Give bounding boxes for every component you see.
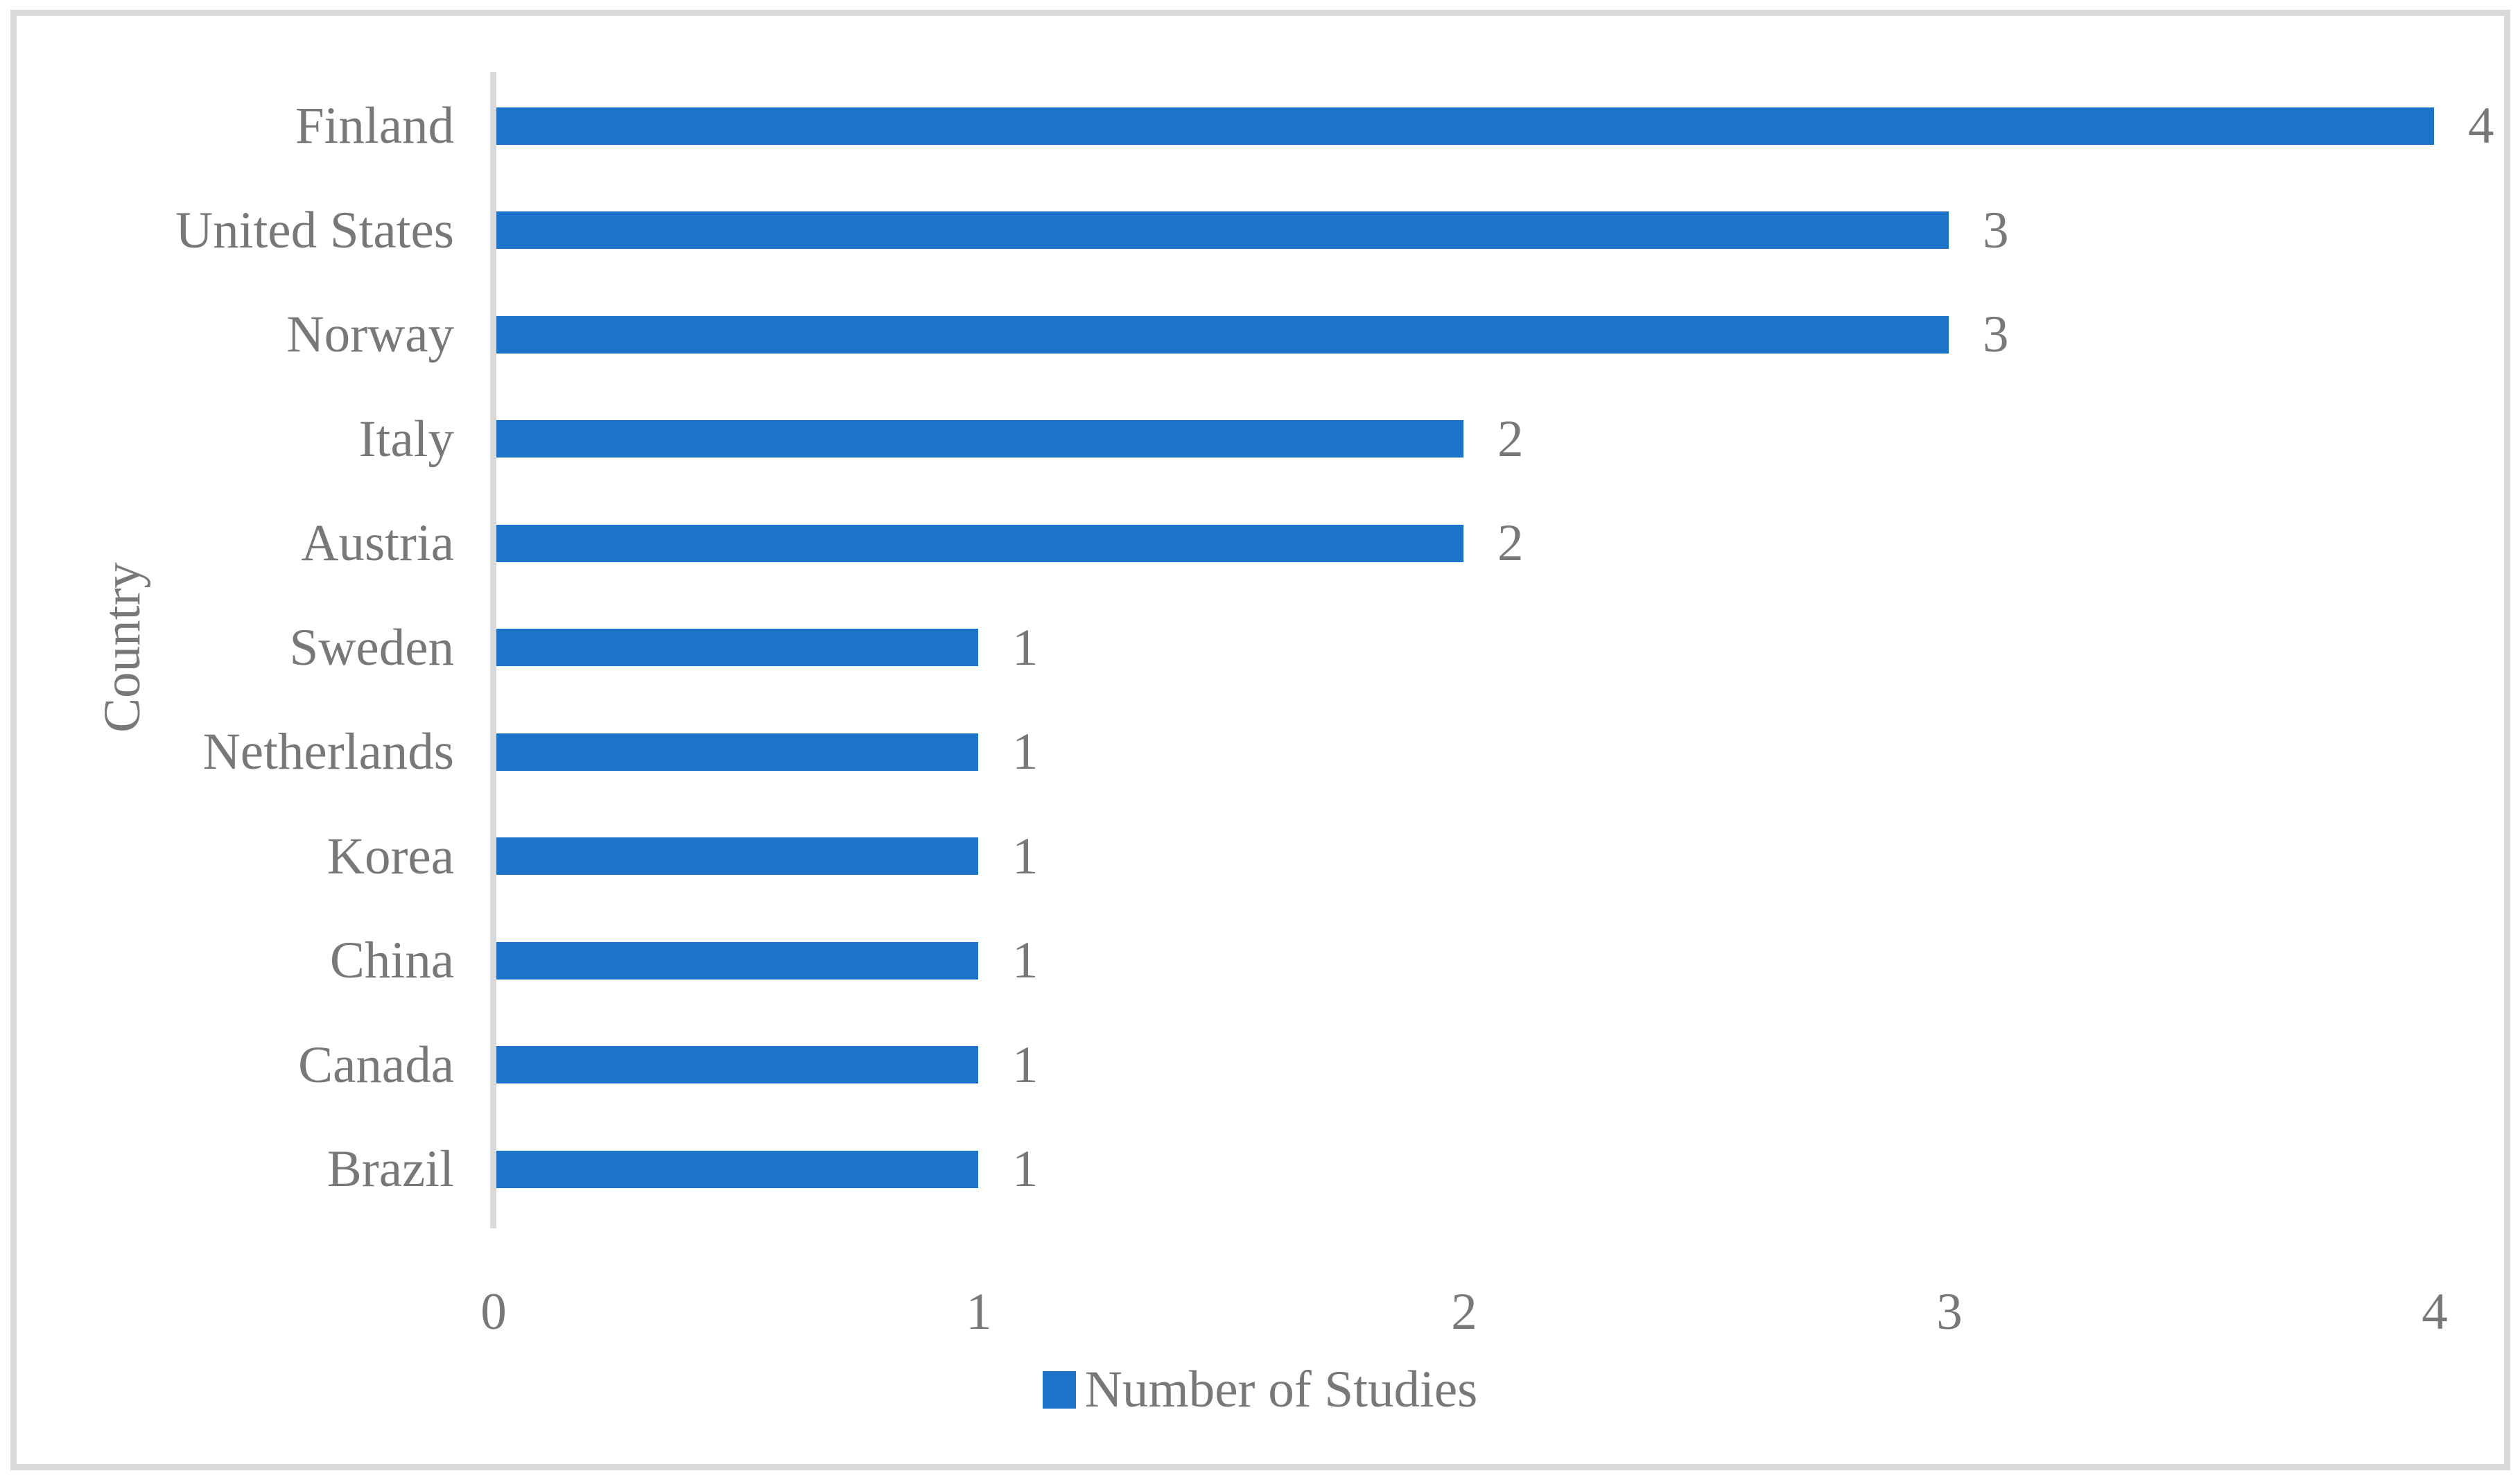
chart-frame: [10, 10, 2510, 1470]
category-label: Brazil: [327, 1140, 454, 1198]
bar-row: Netherlands 1: [0, 699, 2520, 804]
category-label: Korea: [327, 827, 454, 885]
bar-row: Korea 1: [0, 804, 2520, 909]
value-label: 4: [2468, 97, 2494, 155]
value-label: 2: [1497, 410, 1524, 468]
bar: [496, 107, 2434, 145]
bar-row: Canada 1: [0, 1013, 2520, 1117]
value-label: 3: [1983, 201, 2009, 259]
bar-row: Finland 4: [0, 73, 2520, 178]
category-label: China: [329, 932, 454, 989]
legend: Number of Studies: [0, 1360, 2520, 1420]
legend-marker-icon: [1042, 1371, 1076, 1409]
x-tick-label: 3: [1936, 1283, 1963, 1341]
legend-label: Number of Studies: [1084, 1361, 1478, 1418]
value-label: 1: [1012, 827, 1039, 885]
category-label: United States: [175, 201, 454, 259]
value-label: 1: [1012, 618, 1039, 677]
x-tick-label: 0: [480, 1283, 507, 1341]
y-axis-title: Country: [94, 562, 151, 733]
y-axis-line: [490, 72, 496, 1228]
value-label: 3: [1983, 306, 2009, 363]
bar-row: Brazil 1: [0, 1117, 2520, 1221]
x-tick-label: 2: [1451, 1283, 1477, 1341]
value-label: 1: [1012, 1140, 1039, 1198]
bar: [496, 420, 1463, 458]
x-tick-label: 4: [2422, 1283, 2448, 1341]
bar: [496, 315, 1949, 354]
bar-row: Italy 2: [0, 387, 2520, 491]
value-label: 1: [1012, 1036, 1039, 1094]
category-label: Norway: [286, 306, 454, 363]
category-label: Canada: [298, 1036, 454, 1094]
bar: [496, 733, 978, 771]
category-label: Sweden: [289, 618, 454, 677]
bar: [496, 941, 978, 980]
bar: [496, 1150, 978, 1188]
bar: [496, 629, 978, 666]
value-label: 1: [1012, 932, 1039, 989]
bar: [496, 837, 978, 875]
x-tick-label: 1: [966, 1283, 992, 1341]
bar: [496, 211, 1949, 249]
category-label: Netherlands: [202, 723, 454, 781]
value-label: 2: [1497, 514, 1524, 572]
value-label: 1: [1012, 723, 1039, 781]
category-label: Italy: [358, 410, 454, 468]
bar: [496, 1046, 978, 1083]
bar-row: China 1: [0, 908, 2520, 1013]
bar-row: Austria 2: [0, 491, 2520, 595]
bar-row: Sweden 1: [0, 595, 2520, 700]
category-label: Finland: [295, 97, 454, 155]
bar-row: United States 3: [0, 178, 2520, 283]
category-label: Austria: [301, 514, 454, 572]
bar: [496, 524, 1463, 562]
bar-row: Norway 3: [0, 282, 2520, 387]
